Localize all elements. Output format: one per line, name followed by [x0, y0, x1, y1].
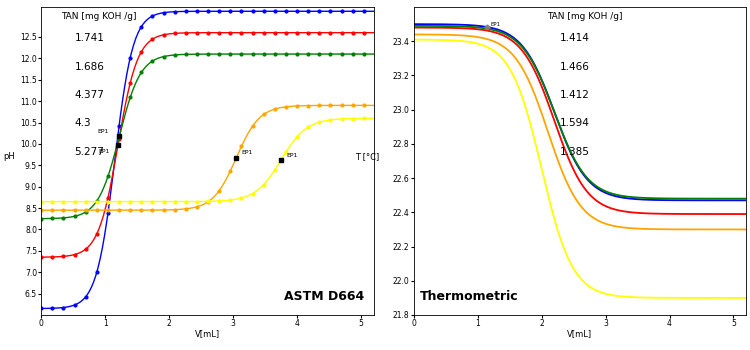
Text: EP1: EP1 — [99, 149, 110, 154]
Text: 1.466: 1.466 — [560, 62, 590, 71]
Text: TAN [mg KOH /g]: TAN [mg KOH /g] — [547, 12, 622, 21]
Text: 1.412: 1.412 — [560, 90, 590, 100]
Text: Thermometric: Thermometric — [420, 290, 519, 303]
Y-axis label: pH: pH — [3, 152, 15, 161]
Text: 5.277: 5.277 — [74, 147, 104, 156]
Text: 1.385: 1.385 — [560, 147, 590, 156]
Text: 1.741: 1.741 — [74, 33, 104, 43]
Text: 1.686: 1.686 — [74, 62, 104, 71]
Y-axis label: T [°C]: T [°C] — [356, 152, 380, 161]
X-axis label: V[mL]: V[mL] — [195, 330, 220, 338]
Text: EP1: EP1 — [490, 22, 500, 27]
Text: 1.414: 1.414 — [560, 33, 590, 43]
Text: EP1: EP1 — [97, 129, 108, 134]
Text: 4.3: 4.3 — [74, 118, 92, 128]
Text: EP1: EP1 — [242, 150, 253, 155]
Text: 1.594: 1.594 — [560, 118, 590, 128]
X-axis label: V[mL]: V[mL] — [568, 330, 592, 338]
Text: 4.377: 4.377 — [74, 90, 104, 100]
Text: EP1: EP1 — [286, 153, 298, 158]
Text: ASTM D664: ASTM D664 — [284, 290, 364, 303]
Text: TAN [mg KOH /g]: TAN [mg KOH /g] — [62, 12, 136, 21]
